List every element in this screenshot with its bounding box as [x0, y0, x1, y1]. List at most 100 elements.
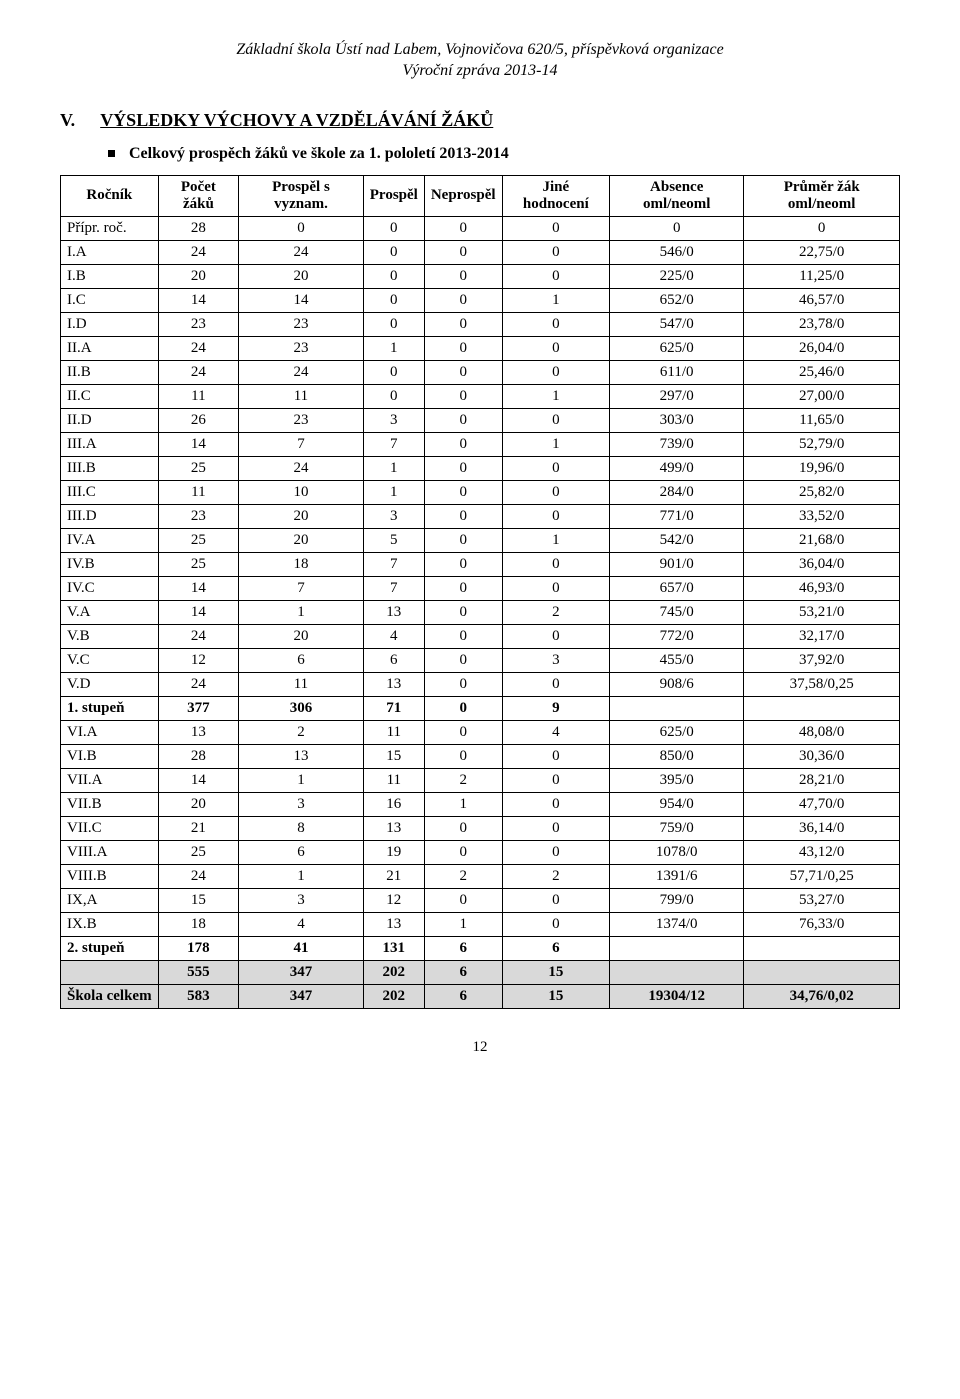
row-cell: 0 [363, 240, 424, 264]
row-cell: 43,12/0 [744, 840, 900, 864]
table-row: III.D2320300771/033,52/0 [61, 504, 900, 528]
row-cell: 0 [502, 240, 610, 264]
row-cell: 1 [239, 600, 364, 624]
row-cell: 0 [502, 504, 610, 528]
row-cell: 9 [502, 696, 610, 720]
row-cell: 0 [502, 456, 610, 480]
row-cell: 6 [424, 984, 502, 1008]
row-cell: 303/0 [610, 408, 744, 432]
table-row: 1. stupeň3773067109 [61, 696, 900, 720]
row-label: II.C [61, 384, 159, 408]
row-cell: 3 [239, 888, 364, 912]
row-cell: 24 [239, 456, 364, 480]
row-cell: 26,04/0 [744, 336, 900, 360]
row-cell: 395/0 [610, 768, 744, 792]
row-cell: 1 [424, 912, 502, 936]
row-cell: 14 [239, 288, 364, 312]
row-cell: 0 [424, 432, 502, 456]
row-label: VII.C [61, 816, 159, 840]
row-cell: 14 [158, 576, 239, 600]
row-cell: 1 [239, 768, 364, 792]
table-row: IV.A2520501542/021,68/0 [61, 528, 900, 552]
row-label: V.C [61, 648, 159, 672]
row-label: IX.B [61, 912, 159, 936]
table-row: VII.B2031610954/047,70/0 [61, 792, 900, 816]
row-cell: 1374/0 [610, 912, 744, 936]
col-jine-hodnoceni: Jiné hodnocení [502, 175, 610, 216]
row-cell: 21,68/0 [744, 528, 900, 552]
row-cell: 0 [239, 216, 364, 240]
page-header: Základní škola Ústí nad Labem, Vojnovičo… [60, 40, 900, 82]
row-cell: 0 [424, 888, 502, 912]
row-cell: 0 [424, 312, 502, 336]
row-cell: 1 [424, 792, 502, 816]
row-cell: 5 [363, 528, 424, 552]
row-cell: 625/0 [610, 720, 744, 744]
row-cell: 27,00/0 [744, 384, 900, 408]
row-label: I.D [61, 312, 159, 336]
col-prospel: Prospěl [363, 175, 424, 216]
row-cell: 0 [424, 720, 502, 744]
row-cell: 555 [158, 960, 239, 984]
row-cell: 11,65/0 [744, 408, 900, 432]
row-cell: 10 [239, 480, 364, 504]
col-absence: Absence oml/neoml [610, 175, 744, 216]
table-row: I.A2424000546/022,75/0 [61, 240, 900, 264]
row-cell: 0 [424, 408, 502, 432]
row-cell: 36,04/0 [744, 552, 900, 576]
row-cell [610, 936, 744, 960]
row-cell: 4 [363, 624, 424, 648]
row-cell: 759/0 [610, 816, 744, 840]
row-label: VII.B [61, 792, 159, 816]
row-cell: 0 [502, 480, 610, 504]
section-heading: V. VÝSLEDKY VÝCHOVY A VZDĚLÁVÁNÍ ŽÁKŮ [60, 110, 900, 131]
row-cell: 625/0 [610, 336, 744, 360]
row-cell: 0 [502, 624, 610, 648]
row-cell: 0 [424, 456, 502, 480]
row-label: V.A [61, 600, 159, 624]
row-cell: 12 [363, 888, 424, 912]
row-cell: 771/0 [610, 504, 744, 528]
bullet-icon [108, 150, 115, 157]
row-cell: 1 [363, 456, 424, 480]
row-cell: 0 [424, 384, 502, 408]
row-cell: 0 [363, 384, 424, 408]
row-cell: 1391/6 [610, 864, 744, 888]
row-cell: 0 [424, 360, 502, 384]
row-cell [744, 960, 900, 984]
row-cell: 772/0 [610, 624, 744, 648]
row-cell: 0 [502, 888, 610, 912]
table-row: IX.B18413101374/076,33/0 [61, 912, 900, 936]
row-cell: 7 [363, 576, 424, 600]
table-row: III.B2524100499/019,96/0 [61, 456, 900, 480]
row-cell: 20 [158, 792, 239, 816]
row-cell: 6 [424, 960, 502, 984]
row-cell: 24 [158, 336, 239, 360]
table-row: V.C126603455/037,92/0 [61, 648, 900, 672]
row-cell: 14 [158, 768, 239, 792]
row-cell: 11 [363, 720, 424, 744]
row-label: VI.B [61, 744, 159, 768]
row-label: Přípr. roč. [61, 216, 159, 240]
row-cell: 53,27/0 [744, 888, 900, 912]
row-cell: 0 [424, 528, 502, 552]
row-cell: 657/0 [610, 576, 744, 600]
row-label: VIII.B [61, 864, 159, 888]
header-line-1: Základní škola Ústí nad Labem, Vojnovičo… [60, 40, 900, 61]
row-cell: 28,21/0 [744, 768, 900, 792]
row-cell: 0 [424, 480, 502, 504]
row-cell: 1 [502, 384, 610, 408]
row-label: I.C [61, 288, 159, 312]
row-label: I.B [61, 264, 159, 288]
row-label: VI.A [61, 720, 159, 744]
row-label: II.B [61, 360, 159, 384]
page-number: 12 [60, 1039, 900, 1056]
row-cell: 20 [239, 504, 364, 528]
table-row: II.A2423100625/026,04/0 [61, 336, 900, 360]
row-label: IV.C [61, 576, 159, 600]
row-cell: 1 [239, 864, 364, 888]
row-cell: 13 [239, 744, 364, 768]
col-neprospel: Neprospěl [424, 175, 502, 216]
table-row: VII.A1411120395/028,21/0 [61, 768, 900, 792]
row-cell: 20 [239, 264, 364, 288]
